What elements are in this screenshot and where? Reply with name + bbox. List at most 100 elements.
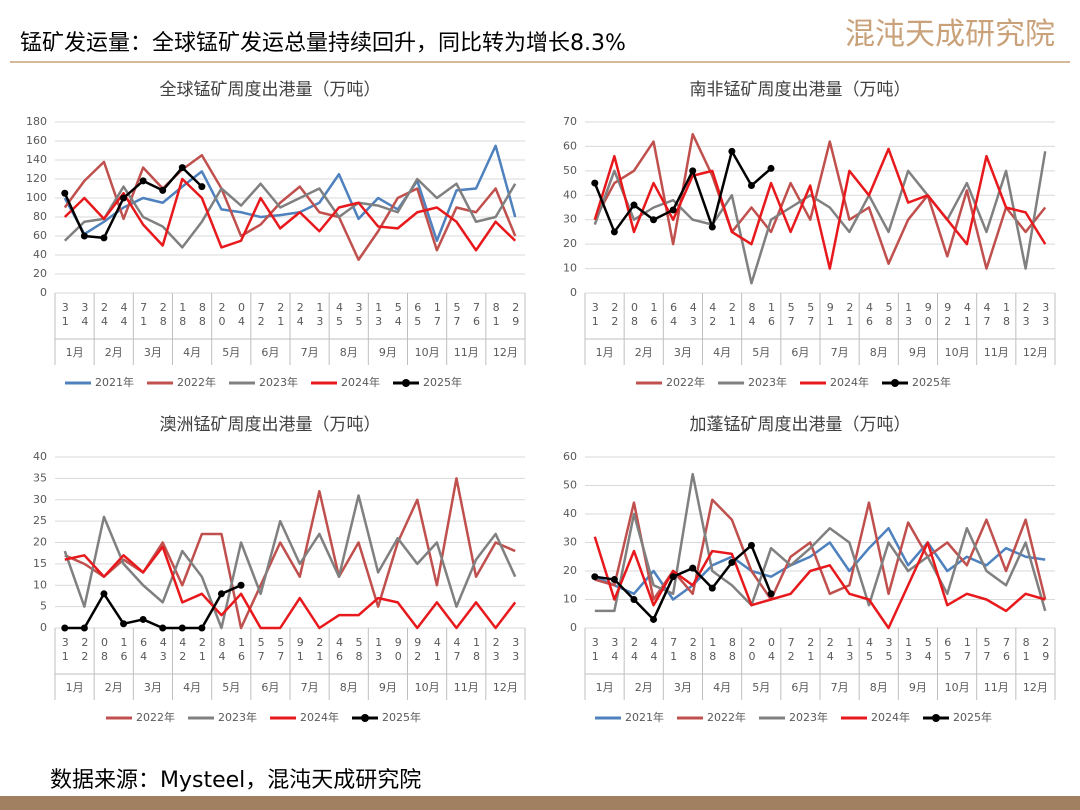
x-tick-label: 23 xyxy=(1020,301,1033,329)
x-tick-label: 43 xyxy=(687,301,700,329)
point-marker xyxy=(747,182,755,190)
x-tick-label: 17 xyxy=(431,301,444,329)
x-tick-label: 16 xyxy=(235,636,248,664)
y-tick-label: 50 xyxy=(563,479,577,492)
x-tick-label: 18 xyxy=(1000,301,1013,329)
y-tick-label: 25 xyxy=(33,514,47,527)
x-tick-label: 46 xyxy=(333,636,346,664)
x-tick-label: 81 xyxy=(1020,636,1033,664)
y-tick-label: 15 xyxy=(33,557,47,570)
month-label: 1月 xyxy=(596,681,614,694)
point-marker xyxy=(178,164,186,172)
x-tick-label: 29 xyxy=(509,301,522,329)
x-tick-label: 18 xyxy=(706,636,719,664)
point-marker xyxy=(591,573,599,581)
month-label: 2月 xyxy=(105,681,123,694)
x-tick-label: 18 xyxy=(176,301,189,329)
y-tick-label: 0 xyxy=(40,286,47,299)
month-label: 9月 xyxy=(379,346,397,359)
x-tick-label: 28 xyxy=(157,301,170,329)
legend-label: 2023年 xyxy=(789,710,828,724)
y-tick-label: 60 xyxy=(33,229,47,242)
x-tick-label: 71 xyxy=(137,301,150,329)
x-tick-label: 34 xyxy=(78,301,91,329)
point-marker xyxy=(159,186,167,194)
month-label: 5月 xyxy=(222,681,240,694)
legend-label: 2023年 xyxy=(259,375,298,389)
series-line xyxy=(593,132,1047,270)
point-marker xyxy=(139,177,147,185)
x-tick-label: 81 xyxy=(490,301,503,329)
y-tick-label: 0 xyxy=(570,621,577,634)
x-tick-label: 16 xyxy=(118,636,131,664)
series-line xyxy=(63,177,517,252)
x-tick-label: 21 xyxy=(196,636,209,664)
x-tick-label: 35 xyxy=(353,301,366,329)
series-line xyxy=(64,477,516,630)
x-tick-label: 42 xyxy=(176,636,189,664)
point-marker xyxy=(708,223,716,231)
month-label: 2月 xyxy=(105,346,123,359)
month-label: 7月 xyxy=(831,346,849,359)
series-line xyxy=(64,545,517,630)
x-tick-label: 47 xyxy=(980,301,993,329)
x-tick-label: 31 xyxy=(59,301,72,329)
point-marker xyxy=(689,167,697,175)
month-label: 3月 xyxy=(144,681,162,694)
chart-title: 加蓬锰矿周度出港量（万吨） xyxy=(690,415,911,435)
x-tick-label: 92 xyxy=(941,301,954,329)
x-tick-label: 24 xyxy=(294,301,307,329)
x-tick-label: 31 xyxy=(589,301,602,329)
x-tick-label: 57 xyxy=(450,301,463,329)
point-marker xyxy=(139,615,147,623)
point-marker xyxy=(708,584,716,592)
month-label: 6月 xyxy=(791,681,809,694)
month-label: 4月 xyxy=(713,346,731,359)
month-label: 4月 xyxy=(183,681,201,694)
y-tick-label: 0 xyxy=(570,286,577,299)
point-marker xyxy=(591,179,599,187)
x-tick-label: 20 xyxy=(745,636,758,664)
point-marker xyxy=(237,581,245,589)
month-label: 11月 xyxy=(454,681,479,694)
x-tick-label: 21 xyxy=(843,301,856,329)
point-marker xyxy=(728,558,736,566)
y-tick-label: 20 xyxy=(33,267,47,280)
point-marker xyxy=(767,590,775,598)
month-label: 4月 xyxy=(713,681,731,694)
point-marker xyxy=(669,573,677,581)
y-tick-label: 80 xyxy=(33,210,47,223)
x-tick-label: 21 xyxy=(804,636,817,664)
month-label: 10月 xyxy=(415,346,440,359)
x-tick-label: 16 xyxy=(648,301,661,329)
point-marker xyxy=(669,206,677,214)
x-tick-label: 24 xyxy=(824,636,837,664)
y-tick-label: 120 xyxy=(26,172,47,185)
legend-label: 2024年 xyxy=(830,375,869,389)
x-tick-label: 72 xyxy=(255,301,268,329)
x-tick-label: 84 xyxy=(215,636,228,664)
legend-label: 2022年 xyxy=(177,375,216,389)
legend-label: 2025年 xyxy=(953,710,992,724)
point-marker xyxy=(650,615,658,623)
month-label: 12月 xyxy=(1023,346,1048,359)
point-marker xyxy=(630,201,638,209)
month-label: 8月 xyxy=(870,346,888,359)
legend-marker xyxy=(932,714,940,722)
point-marker xyxy=(61,624,69,632)
x-tick-label: 54 xyxy=(922,636,935,664)
x-tick-label: 45 xyxy=(863,636,876,664)
x-tick-label: 90 xyxy=(922,301,935,329)
x-tick-label: 43 xyxy=(157,636,170,664)
x-tick-label: 47 xyxy=(450,636,463,664)
point-marker xyxy=(178,624,186,632)
point-marker xyxy=(689,564,697,572)
x-tick-label: 21 xyxy=(726,301,739,329)
month-label: 8月 xyxy=(870,681,888,694)
y-tick-label: 10 xyxy=(33,578,47,591)
x-tick-label: 04 xyxy=(235,301,248,329)
series-line xyxy=(64,584,242,630)
month-label: 1月 xyxy=(66,346,84,359)
point-marker xyxy=(100,234,108,242)
